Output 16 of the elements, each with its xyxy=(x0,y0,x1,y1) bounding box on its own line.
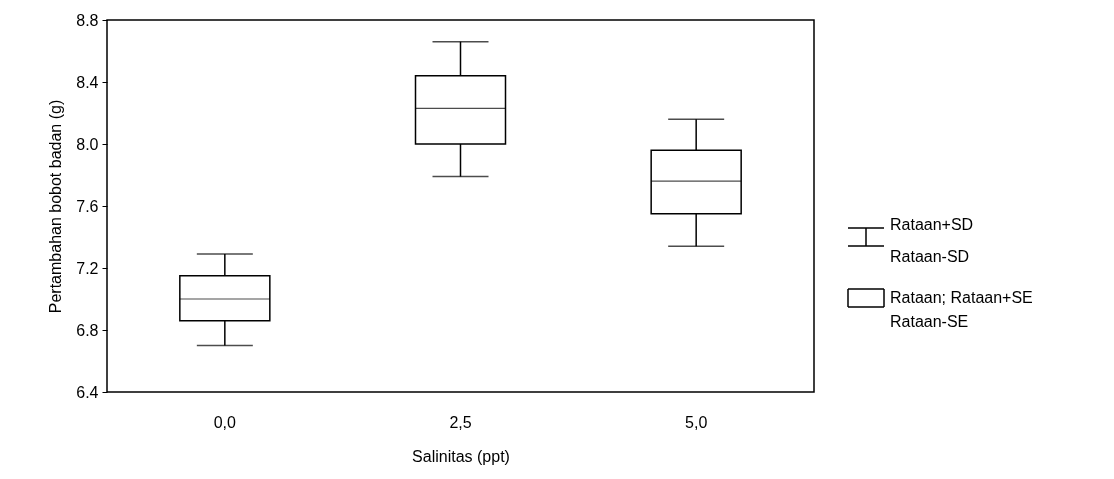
x-axis-title: Salinitas (ppt) xyxy=(412,447,510,465)
y-tick-label: 7.2 xyxy=(76,259,99,277)
y-tick-label: 7.6 xyxy=(76,197,99,215)
y-tick-label: 8.8 xyxy=(76,11,99,29)
text: Rataan-SD xyxy=(890,248,970,265)
y-axis-title: Pertambahan bobot badan (g) xyxy=(47,99,65,314)
y-tick-label: 8.4 xyxy=(76,73,99,91)
text: Rataan+SD xyxy=(890,216,974,233)
y-tick-label: 6.8 xyxy=(76,321,99,339)
text: Rataan; Rataan+SE xyxy=(890,289,1033,306)
x-tick-label: 2,5 xyxy=(449,413,472,431)
x-tick-label: 0,0 xyxy=(213,413,237,431)
text: Rataan-SE xyxy=(890,313,969,330)
y-tick-label: 6.4 xyxy=(76,383,99,401)
x-tick-label: 5,0 xyxy=(685,413,708,431)
y-tick-label: 8.0 xyxy=(76,135,99,153)
